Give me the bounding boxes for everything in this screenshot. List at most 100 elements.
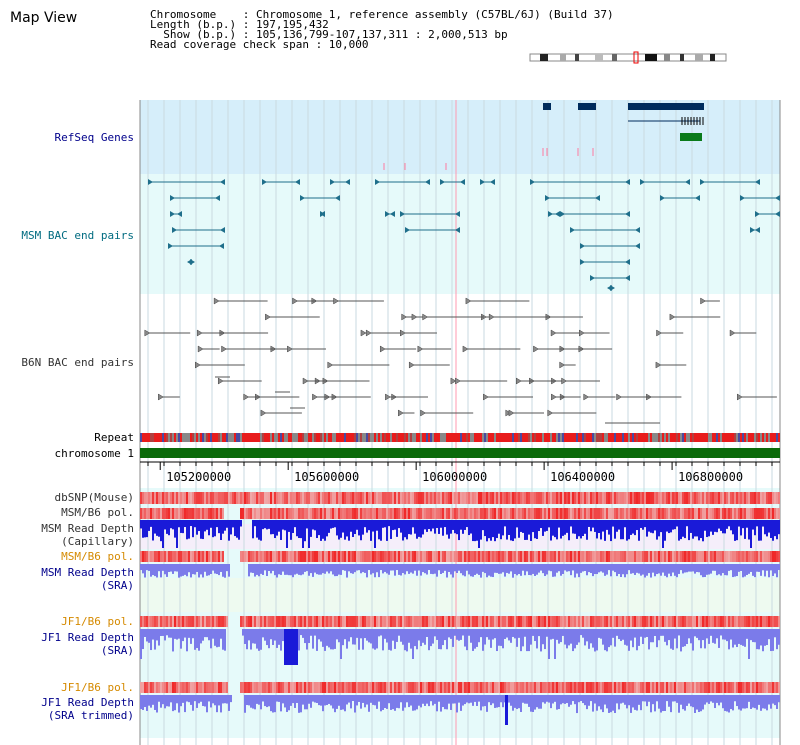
msm-sra-depth-bar — [340, 564, 342, 575]
dbsnp-cell — [716, 492, 718, 504]
msm-sra-depth-bar — [618, 564, 620, 574]
track-label-msm-depth-cap[interactable]: MSM Read Depth (Capillary) — [0, 522, 134, 548]
jf1-b6-pol-cell — [764, 616, 766, 627]
msm-capillary-depth-bar — [154, 520, 156, 534]
jf1-b6-pol2-cell — [674, 682, 676, 693]
jf1-trim-depth-bar — [470, 695, 472, 703]
jf1-sra-depth-bar — [182, 629, 184, 642]
repeat-segment — [658, 433, 660, 442]
jf1-b6-pol-cell — [246, 616, 248, 627]
track-label-msm-depth-sra[interactable]: MSM Read Depth (SRA) — [0, 566, 134, 592]
jf1-sra-depth-bar — [492, 629, 494, 640]
dbsnp-cell — [664, 492, 666, 504]
msm-b6-pol2-cell — [326, 551, 328, 562]
track-label-refseq[interactable]: RefSeq Genes — [54, 131, 134, 144]
msm-b6-pol2-cell — [300, 551, 302, 562]
repeat-segment — [148, 433, 150, 442]
jf1-b6-pol-cell — [250, 616, 252, 627]
jf1-b6-pol2-cell — [696, 682, 698, 693]
track-label-chromosome[interactable]: chromosome 1 — [54, 447, 134, 460]
msm-b6-pol-cell — [310, 508, 312, 519]
msm-capillary-depth-bar — [378, 520, 380, 540]
msm-sra-depth-bar — [604, 564, 606, 576]
jf1-b6-pol-cell — [412, 616, 414, 627]
dbsnp-cell — [626, 492, 628, 504]
msm-capillary-depth-bar — [488, 520, 490, 539]
msm-b6-pol2-cell — [258, 551, 260, 562]
repeat-segment — [186, 433, 188, 442]
jf1-sra-depth-bar — [244, 629, 246, 644]
dbsnp-cell — [264, 492, 266, 504]
repeat-segment — [500, 433, 502, 442]
msm-b6-pol2-cell — [186, 551, 188, 562]
track-label-msm-b6-pol-2[interactable]: MSM/B6 pol. — [61, 550, 134, 563]
track-label-jf1-trim[interactable]: JF1 Read Depth (SRA trimmed) — [0, 696, 134, 722]
track-label-repeat[interactable]: Repeat — [94, 431, 134, 444]
track-label-dbsnp[interactable]: dbSNP(Mouse) — [54, 491, 134, 504]
dbsnp-cell — [740, 492, 742, 504]
repeat-segment — [670, 433, 672, 442]
repeat-segment — [610, 433, 612, 442]
msm-sra-depth-bar — [386, 564, 388, 574]
msm-b6-pol2-cell — [322, 551, 324, 562]
msm-b6-pol-cell — [396, 508, 398, 519]
b6n-end — [197, 345, 204, 353]
jf1-b6-pol-cell — [156, 616, 158, 627]
repeat-segment — [306, 433, 308, 442]
dbsnp-cell — [612, 492, 614, 504]
jf1-trim-depth-bar — [410, 695, 412, 706]
jf1-b6-pol2-cell — [590, 682, 592, 693]
jf1-trim-depth-bar — [580, 695, 582, 702]
track-label-jf1-b6-pol-2[interactable]: JF1/B6 pol. — [61, 681, 134, 694]
track-label-jf1-depth[interactable]: JF1 Read Depth (SRA) — [0, 631, 134, 657]
repeat-segment — [366, 433, 368, 442]
msm-capillary-depth-bar — [558, 520, 560, 528]
msm-b6-pol2-cell — [456, 551, 458, 562]
jf1-b6-pol2-cell — [156, 682, 158, 693]
jf1-sra-depth-bar — [304, 629, 306, 644]
jf1-b6-pol2-cell — [514, 682, 516, 693]
jf1-sra-depth-bar — [694, 629, 696, 637]
jf1-b6-pol2-cell — [300, 682, 302, 693]
jf1-sra-depth-bar — [588, 629, 590, 649]
jf1-b6-pol2-cell — [288, 682, 290, 693]
msm-b6-pol2-cell — [756, 551, 758, 562]
jf1-sra-depth-bar — [180, 629, 182, 649]
msm-capillary-depth-bar — [442, 520, 444, 536]
msm-b6-pol-cell — [688, 508, 690, 519]
msm-b6-pol-cell — [756, 508, 758, 519]
dbsnp-cell — [366, 492, 368, 504]
dbsnp-cell — [284, 492, 286, 504]
jf1-sra-depth-bar — [366, 629, 368, 641]
msm-sra-depth-bar — [672, 564, 674, 573]
b6n-end — [158, 393, 164, 401]
msm-b6-pol2-cell — [440, 551, 442, 562]
jf1-b6-pol-cell — [342, 616, 344, 627]
msm-b6-pol2-cell — [758, 551, 760, 562]
msm-capillary-depth-bar — [570, 520, 572, 527]
jf1-sra-depth-bar — [548, 629, 550, 659]
msm-b6-pol-cell — [522, 508, 524, 519]
dbsnp-cell — [608, 492, 610, 504]
jf1-sra-depth-bar — [172, 629, 174, 652]
track-label-msm-b6-pol-1[interactable]: MSM/B6 pol. — [61, 506, 134, 519]
msm-b6-pol-cell — [274, 508, 276, 519]
jf1-b6-pol2-cell — [274, 682, 276, 693]
jf1-sra-depth-bar — [386, 629, 388, 643]
dbsnp-cell — [316, 492, 318, 504]
dbsnp-cell — [582, 492, 584, 504]
jf1-b6-pol2-cell — [206, 682, 208, 693]
track-label-msm-bac[interactable]: MSM BAC end pairs — [21, 229, 134, 242]
msm-b6-pol-cell — [616, 508, 618, 519]
msm-b6-pol-cell — [278, 508, 280, 519]
jf1-trim-depth-bar — [736, 695, 738, 707]
msm-capillary-depth-bar — [468, 520, 470, 536]
track-label-jf1-b6-pol-1[interactable]: JF1/B6 pol. — [61, 615, 134, 628]
msm-sra-depth-bar — [148, 564, 150, 571]
msm-b6-pol-cell — [290, 508, 292, 519]
msm-b6-pol2-cell — [654, 551, 656, 562]
msm-b6-pol-cell — [652, 508, 654, 519]
track-label-b6n-bac[interactable]: B6N BAC end pairs — [21, 356, 134, 369]
jf1-b6-pol-cell — [452, 616, 454, 627]
